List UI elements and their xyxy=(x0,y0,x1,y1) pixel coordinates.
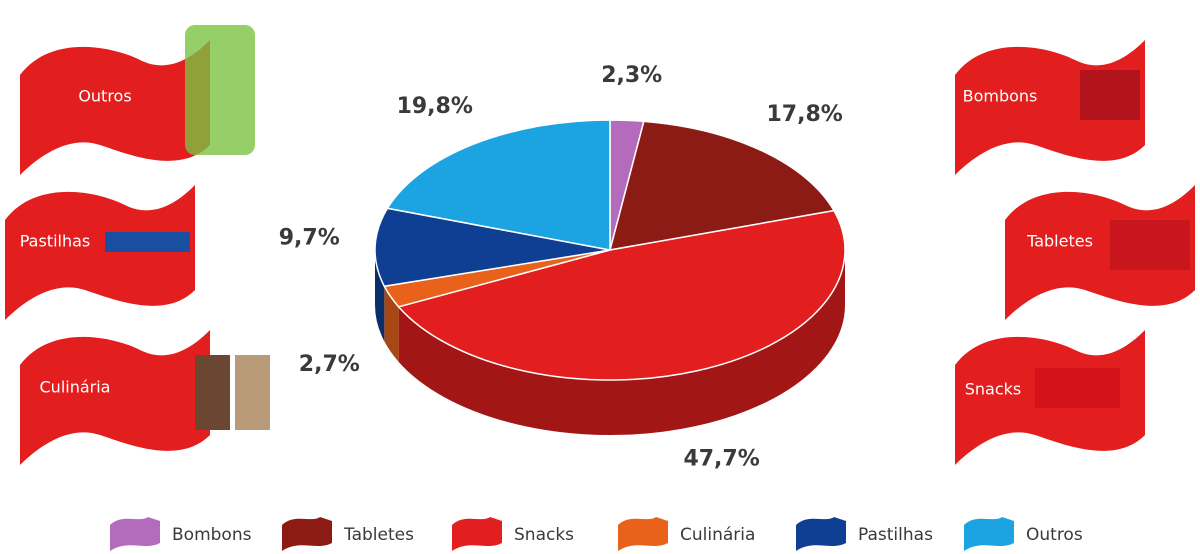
legend-swatch xyxy=(452,517,502,551)
legend-label: Outros xyxy=(1026,525,1083,545)
value-label: 17,8% xyxy=(766,102,842,127)
callout-label: Pastilhas xyxy=(20,232,91,251)
product-image xyxy=(105,232,190,252)
legend-label: Snacks xyxy=(514,525,574,545)
legend-swatch xyxy=(964,517,1014,551)
callout-label: Bombons xyxy=(963,87,1038,106)
product-image xyxy=(235,355,270,430)
value-label: 47,7% xyxy=(683,447,759,472)
legend-label: Tabletes xyxy=(343,525,414,545)
product-image xyxy=(195,355,230,430)
legend-label: Pastilhas xyxy=(858,525,933,545)
slice xyxy=(397,209,846,381)
legend-swatch xyxy=(110,517,160,551)
callouts: Outros Pastilhas Culinária Bombons Table… xyxy=(5,25,1195,465)
legend-label: Bombons xyxy=(172,525,252,545)
value-label: 2,3% xyxy=(601,63,662,88)
callout-shape xyxy=(5,185,195,320)
callout-shape xyxy=(20,40,210,175)
callout-label: Snacks xyxy=(965,380,1022,399)
legend-swatch xyxy=(796,517,846,551)
value-label: 9,7% xyxy=(279,225,340,250)
legend-swatch xyxy=(618,517,668,551)
legend-swatch xyxy=(282,517,332,551)
callout-label: Culinária xyxy=(40,378,111,397)
slice-side xyxy=(375,250,385,342)
product-image xyxy=(1110,220,1190,270)
product-image xyxy=(1080,70,1140,120)
slice-side xyxy=(384,286,399,362)
slice xyxy=(608,120,836,251)
value-label: 2,7% xyxy=(299,352,360,377)
value-label: 19,8% xyxy=(397,94,473,119)
callout-label: Tabletes xyxy=(1026,232,1093,251)
slice-side xyxy=(398,250,845,435)
legend-label: Culinária xyxy=(680,525,755,545)
slice xyxy=(374,207,611,288)
slice xyxy=(386,119,611,251)
product-image xyxy=(1035,368,1120,408)
product-image xyxy=(185,25,255,155)
callout-label: Outros xyxy=(78,87,131,106)
callout-shape xyxy=(20,330,210,465)
